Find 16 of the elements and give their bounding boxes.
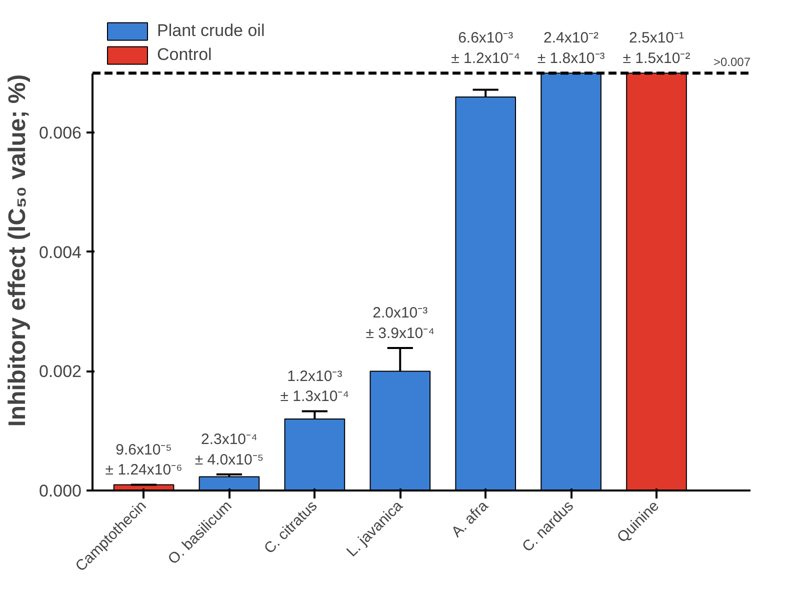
annotation: 6.6x10⁻³ ± 1.2x10⁻⁴ (451, 30, 520, 68)
legend-label: Plant crude oil (157, 21, 265, 41)
y-tick-label: 0.000 (38, 482, 82, 500)
x-tick-label: A. afra (448, 497, 492, 541)
annotation: 1.2x10⁻³ ± 1.3x10⁻⁴ (280, 368, 350, 406)
ref-line-label: >0.007 (713, 55, 751, 70)
annotation: 2.4x10⁻² ± 1.8x10⁻³ (537, 30, 605, 68)
annotation: 2.3x10⁻⁴ ± 4.0x10⁻⁵ (194, 431, 264, 468)
y-axis-title: Inhibitory effect (IC₅₀ value; %) (4, 74, 31, 427)
legend-label: Control (157, 45, 212, 65)
annotation: 2.5x10⁻¹ ± 1.5x10⁻² (622, 30, 690, 68)
y-tick-label: 0.002 (38, 362, 82, 382)
annotation: 2.0x10⁻³ ± 3.9x10⁻⁴ (366, 304, 435, 342)
y-tick-label: 0.006 (38, 124, 82, 143)
y-tick-label: 0.004 (38, 242, 82, 262)
annotation: 9.6x10⁻⁵ ± 1.24x10⁻⁶ (105, 441, 182, 479)
